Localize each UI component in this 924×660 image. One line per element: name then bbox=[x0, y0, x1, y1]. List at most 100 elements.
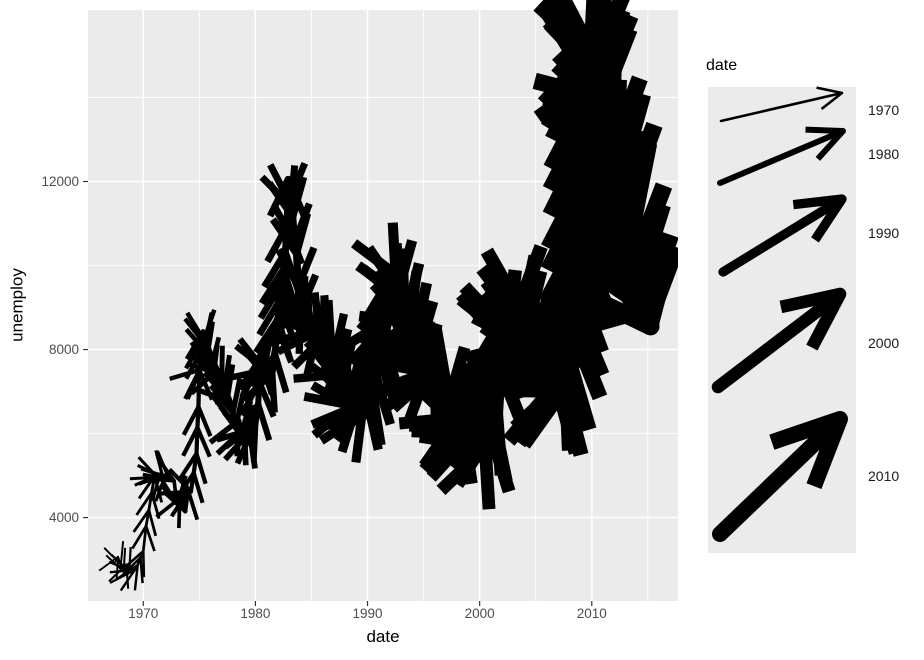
series-arrowhead bbox=[538, 254, 585, 325]
x-tick-label: 2000 bbox=[465, 606, 495, 621]
series-arrowhead bbox=[194, 452, 208, 485]
series-arrowhead bbox=[155, 456, 176, 482]
series-arrowhead bbox=[242, 348, 272, 383]
series-arrowhead bbox=[185, 311, 206, 342]
series-arrowhead bbox=[119, 569, 136, 592]
legend-key-2000-segment bbox=[711, 287, 847, 394]
series-arrowhead bbox=[378, 289, 420, 339]
legend-key-2010-arrowhead bbox=[806, 416, 848, 490]
legend-entry-label: 1990 bbox=[868, 225, 899, 241]
series-arrowhead bbox=[191, 472, 205, 504]
series-arrowhead bbox=[271, 353, 290, 394]
series-arrowhead bbox=[177, 452, 199, 482]
series-arrowhead bbox=[447, 408, 502, 462]
series-arrowhead bbox=[324, 299, 336, 346]
legend-entry-label: 2010 bbox=[868, 468, 899, 484]
legend-key-1970-segment bbox=[719, 91, 844, 123]
y-tick-label: 8000 bbox=[49, 342, 79, 357]
series-arrowhead bbox=[266, 181, 296, 220]
series-arrowhead bbox=[255, 403, 273, 442]
series-arrowhead bbox=[404, 270, 422, 325]
series-arrowhead bbox=[169, 489, 190, 518]
series-arrowhead bbox=[409, 281, 433, 337]
series-arrowhead bbox=[140, 467, 169, 479]
series-arrowhead bbox=[542, 122, 590, 194]
legend-key-1980-arrowhead bbox=[805, 126, 844, 134]
series-arrowhead bbox=[142, 472, 172, 481]
series-arrowhead bbox=[250, 423, 259, 462]
series-arrowhead bbox=[287, 165, 299, 207]
legend-key-2000-arrowhead bbox=[779, 287, 842, 314]
series-arrowhead bbox=[258, 267, 287, 306]
legend-key-1980-segment bbox=[717, 128, 846, 186]
y-axis-title: unemploy bbox=[7, 268, 27, 342]
legend-key-1970-arrowhead bbox=[820, 91, 843, 111]
series-arrowhead bbox=[257, 282, 285, 320]
series-arrowhead bbox=[540, 203, 587, 274]
legend-key-1970-arrowhead bbox=[816, 86, 843, 95]
series-arrowhead bbox=[566, 329, 608, 401]
y-tick-label: 12000 bbox=[41, 174, 79, 189]
series-arrowhead bbox=[303, 319, 338, 361]
series-arrowhead bbox=[371, 375, 395, 426]
legend-entry-label: 1970 bbox=[868, 102, 899, 118]
series-arrowhead bbox=[351, 413, 367, 463]
series-arrowhead bbox=[535, 306, 582, 377]
series-arrowhead bbox=[267, 163, 293, 203]
series-arrowhead bbox=[250, 352, 278, 390]
legend-key-2000-arrowhead bbox=[806, 291, 846, 351]
series-arrowhead bbox=[348, 351, 383, 399]
series-arrowhead bbox=[121, 556, 142, 577]
series-arrowhead bbox=[195, 426, 212, 458]
series-unemploy bbox=[98, 0, 678, 592]
series-arrowhead bbox=[222, 429, 252, 462]
series-arrowhead bbox=[186, 489, 200, 521]
legend-title: date bbox=[706, 57, 738, 74]
series-arrowhead bbox=[235, 402, 261, 438]
series-arrowhead bbox=[364, 245, 403, 294]
legend-key-1990-arrowhead bbox=[811, 196, 846, 243]
series-arrowhead bbox=[275, 247, 302, 289]
series-arrowhead bbox=[271, 204, 298, 245]
series-arrowhead bbox=[159, 489, 192, 496]
series-arrowhead bbox=[147, 509, 158, 537]
series-arrowhead bbox=[144, 525, 156, 552]
series-arrowhead bbox=[576, 284, 655, 335]
x-tick-label: 2010 bbox=[577, 606, 607, 621]
series-arrowhead bbox=[230, 377, 243, 414]
legend-entry-label: 1980 bbox=[868, 146, 899, 162]
series-arrowhead bbox=[202, 312, 214, 345]
series-arrowhead bbox=[329, 312, 348, 360]
series-arrowhead bbox=[349, 331, 386, 380]
series-arrowhead bbox=[181, 426, 200, 457]
series-arrowhead bbox=[174, 471, 196, 501]
series-arrowhead bbox=[558, 380, 578, 451]
series-arrowhead bbox=[533, 328, 581, 398]
legend-key-1980-arrowhead bbox=[815, 129, 846, 161]
series-arrowhead bbox=[310, 347, 346, 390]
series-arrowhead bbox=[289, 176, 308, 218]
series-arrowhead bbox=[169, 367, 201, 381]
series-arrowhead bbox=[383, 305, 423, 357]
series-arrowhead bbox=[183, 317, 207, 346]
series-segment bbox=[141, 524, 148, 553]
series-arrowhead bbox=[135, 491, 153, 516]
series-arrowhead bbox=[269, 217, 300, 256]
legend-entry-label: 2000 bbox=[868, 335, 899, 351]
x-tick-label: 1970 bbox=[128, 606, 158, 621]
series-arrowhead bbox=[489, 412, 508, 476]
series-arrowhead bbox=[344, 374, 380, 421]
x-tick-label: 1980 bbox=[240, 606, 270, 621]
series-arrowhead bbox=[184, 327, 210, 356]
x-tick-label: 1990 bbox=[353, 606, 383, 621]
series-arrowhead bbox=[625, 141, 658, 220]
series-arrowhead bbox=[203, 341, 222, 375]
legend-key-1990-arrowhead bbox=[792, 194, 843, 210]
series-arrowhead bbox=[293, 212, 312, 255]
series-arrowhead bbox=[119, 541, 125, 565]
series-arrowhead bbox=[368, 395, 386, 446]
series-arrowhead bbox=[141, 551, 146, 578]
series-arrowhead bbox=[133, 564, 139, 591]
